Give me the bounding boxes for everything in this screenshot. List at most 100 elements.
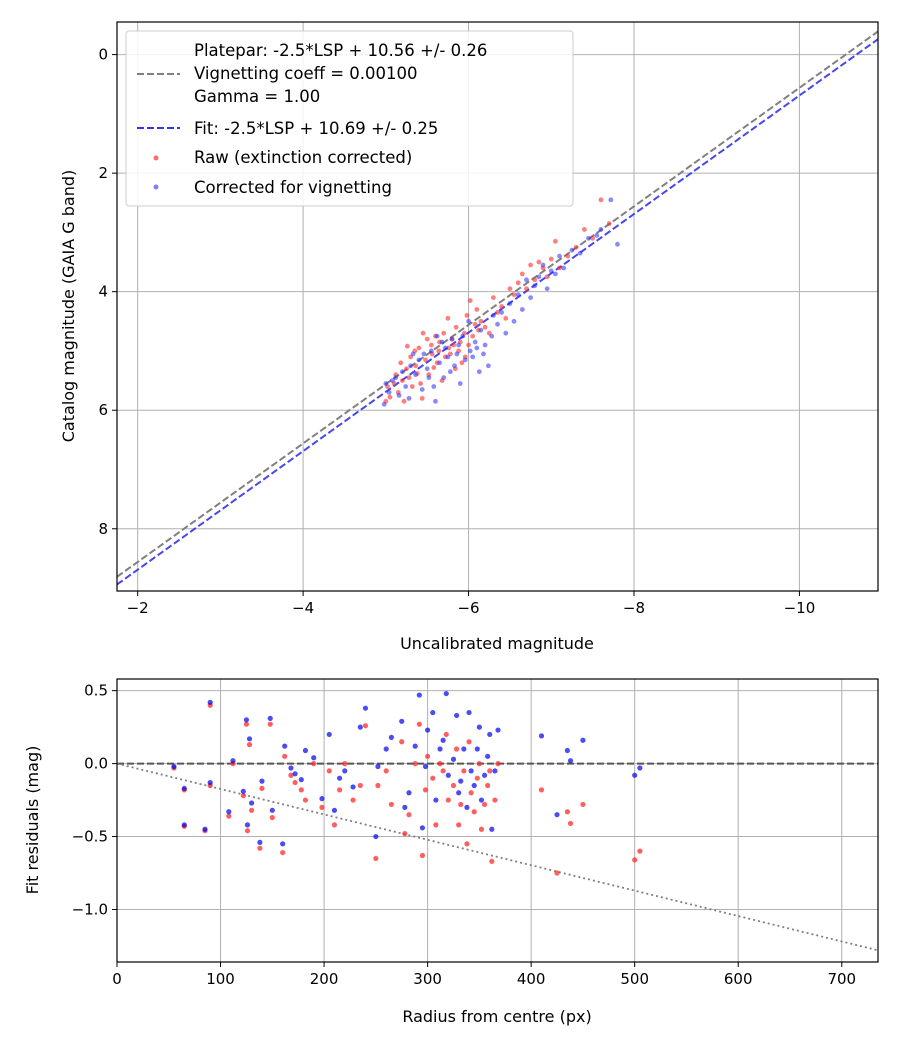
residuals-corrected-point bbox=[288, 765, 294, 771]
calibration-ticks: −2 −4 −6 −8 −10 0 2 4 6 8 bbox=[98, 46, 815, 617]
residuals-corrected-point bbox=[422, 763, 429, 770]
calibration-y-axis-label: Catalog magnitude (GAIA G band) bbox=[59, 170, 78, 442]
residuals-corrected-point bbox=[243, 717, 250, 723]
residuals-corrected-point bbox=[458, 778, 464, 784]
residuals-raw-point bbox=[375, 782, 381, 789]
residuals-corrected-point bbox=[259, 778, 265, 784]
calibration-corrected-point bbox=[434, 333, 440, 339]
calibration-x-tick-label: −8 bbox=[623, 599, 645, 617]
residuals-corrected-point bbox=[350, 784, 356, 790]
calibration-raw-point bbox=[565, 253, 571, 259]
calibration-raw-point bbox=[470, 333, 476, 339]
residuals-corrected-point bbox=[202, 826, 208, 832]
calibration-corrected-point bbox=[503, 330, 509, 336]
residuals-raw-point bbox=[326, 768, 332, 774]
residuals-y-tick-label: −1.0 bbox=[72, 900, 108, 918]
residuals-raw-point bbox=[402, 831, 408, 837]
residuals-corrected-point bbox=[437, 746, 443, 752]
residuals-raw-point bbox=[248, 807, 255, 813]
residuals-corrected-point bbox=[357, 724, 363, 730]
residuals-corrected-point bbox=[406, 790, 412, 796]
residuals-corrected-point bbox=[171, 763, 177, 770]
calibration-raw-point bbox=[459, 360, 465, 366]
residuals-corrected-point bbox=[485, 753, 491, 759]
calibration-corrected-point bbox=[540, 262, 546, 268]
calibration-raw-point bbox=[399, 378, 405, 383]
legend-vignetting-label: Vignetting coeff = 0.00100 bbox=[194, 64, 418, 83]
residuals-corrected-point bbox=[412, 743, 418, 749]
calibration-corrected-point bbox=[431, 384, 437, 389]
calibration-corrected-point bbox=[421, 351, 427, 357]
residuals-corrected-point bbox=[226, 809, 232, 815]
residuals-corrected-point bbox=[433, 797, 439, 803]
residuals-raw-point bbox=[282, 753, 288, 759]
calibration-corrected-point bbox=[490, 312, 496, 318]
residuals-corrected-point bbox=[445, 772, 451, 778]
residuals-corrected-point bbox=[478, 797, 485, 803]
residuals-corrected-point bbox=[495, 727, 501, 733]
residuals-raw-point bbox=[564, 809, 570, 815]
legend-fit-label: Fit: -2.5*LSP + 10.69 +/- 0.25 bbox=[194, 119, 438, 138]
residuals-corrected-point bbox=[326, 731, 332, 738]
calibration-raw-point bbox=[503, 315, 509, 321]
residuals-corrected-point bbox=[450, 756, 457, 762]
residuals-corrected-point bbox=[181, 785, 187, 792]
residuals-corrected-point bbox=[402, 804, 408, 810]
calibration-y-tick-label: 2 bbox=[98, 164, 108, 182]
calibration-raw-point bbox=[431, 365, 437, 370]
residuals-raw-point bbox=[445, 797, 451, 803]
calibration-corrected-point bbox=[515, 292, 521, 298]
calibration-corrected-point bbox=[577, 250, 583, 256]
calibration-raw-point bbox=[401, 398, 407, 404]
residuals-raw-point bbox=[433, 822, 439, 828]
calibration-raw-point bbox=[478, 318, 484, 324]
calibration-corrected-point bbox=[472, 339, 478, 345]
residuals-raw-point bbox=[554, 870, 560, 876]
residuals-raw-point bbox=[311, 761, 317, 767]
residuals-raw-point bbox=[373, 855, 379, 862]
legend-corrected-marker bbox=[153, 184, 159, 190]
calibration-raw-point bbox=[532, 277, 538, 283]
residuals-raw-point bbox=[244, 828, 251, 834]
residuals-plot-frame bbox=[116, 678, 879, 963]
residuals-ticks: 0 100 200 300 400 500 600 700 0.5 0.0 −0.5 −1.0 bbox=[72, 682, 857, 988]
calibration-corrected-point bbox=[410, 351, 416, 357]
residuals-raw-point bbox=[538, 787, 545, 793]
residuals-corrected-point bbox=[454, 712, 460, 719]
calibration-platepar-line bbox=[116, 30, 879, 578]
residuals-raw-point bbox=[399, 739, 405, 745]
calibration-raw-point bbox=[528, 262, 533, 268]
residuals-corrected-point bbox=[267, 715, 273, 721]
calibration-corrected-point bbox=[381, 401, 387, 407]
calibration-corrected-point bbox=[406, 395, 412, 401]
calibration-raw-point bbox=[581, 227, 587, 232]
calibration-corrected-point bbox=[428, 348, 434, 354]
calibration-raw-point bbox=[413, 363, 419, 369]
calibration-corrected-point bbox=[383, 381, 389, 386]
residuals-y-axis-label: Fit residuals (mag) bbox=[23, 746, 42, 895]
calibration-raw-point bbox=[423, 357, 428, 363]
residuals-corrected-point bbox=[311, 755, 317, 761]
calibration-y-tick-label: 4 bbox=[98, 283, 108, 301]
calibration-corrected-point bbox=[462, 357, 468, 363]
calibration-corrected-point bbox=[553, 271, 558, 277]
residuals-corrected-point bbox=[468, 768, 474, 774]
calibration-corrected-point bbox=[433, 398, 438, 404]
residuals-corrected-point bbox=[481, 772, 488, 778]
residuals-raw-point bbox=[430, 775, 436, 781]
legend: Platepar: -2.5*LSP + 10.56 +/- 0.26 Vign… bbox=[125, 30, 574, 207]
residuals-corrected-point bbox=[280, 841, 286, 847]
residuals-x-axis-label: Radius from centre (px) bbox=[402, 1007, 591, 1026]
residuals-corrected-point bbox=[282, 743, 288, 749]
calibration-raw-point bbox=[420, 330, 426, 336]
calibration-raw-point bbox=[416, 345, 422, 351]
residuals-x-tick-label: 700 bbox=[827, 970, 856, 988]
legend-platepar-label: Platepar: -2.5*LSP + 10.56 +/- 0.26 bbox=[194, 41, 487, 60]
calibration-corrected-point bbox=[598, 227, 604, 232]
calibration-raw-point bbox=[536, 259, 542, 265]
residuals-raw-point bbox=[319, 804, 325, 810]
residuals-raw-point bbox=[267, 721, 273, 727]
calibration-corrected-point bbox=[511, 318, 517, 324]
calibration-raw-point bbox=[490, 295, 496, 301]
